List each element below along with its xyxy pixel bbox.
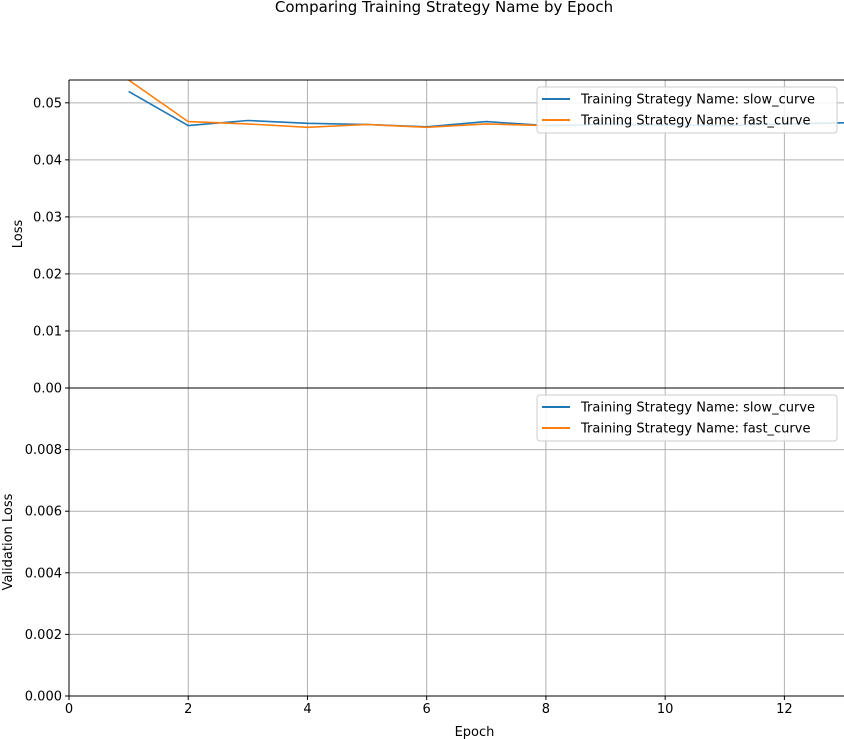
legend-box [536,86,838,134]
legend: Training Strategy Name: slow_curve Traini… [536,86,838,134]
legend-box [536,394,838,442]
x-tick-label: 2 [184,702,192,717]
y-tick-label: 0.008 [25,443,62,458]
validation-loss-panel: 0.000 0.002 0.004 0.006 0.008 0 2 4 6 8 10 12 Epoch V… [1,387,844,739]
y-tick-label: 0.04 [33,153,62,168]
y-tick-label: 0.02 [33,267,62,282]
legend: Training Strategy Name: slow_curve Traini… [536,394,838,442]
x-tick-label: 8 [542,702,550,717]
x-tick-label: 6 [423,702,431,717]
y-axis-label: Loss [11,220,26,249]
legend-label: Training Strategy Name: fast_curve [580,114,810,129]
series-line [128,80,546,129]
legend-label: Training Strategy Name: slow_curve [580,93,815,108]
y-tick-label: 0.00 [33,382,62,397]
y-tick-label: 0.03 [33,210,62,225]
y-axis-label: Validation Loss [1,493,16,590]
y-tick-label: 0.002 [25,628,62,643]
y-tick-label: 0.004 [25,566,62,581]
x-tick-label: 12 [776,702,793,717]
x-tick-label: 10 [657,702,674,717]
y-tick-label: 0.05 [33,96,62,111]
legend-label: Training Strategy Name: slow_curve [580,401,815,416]
x-tick-label: 0 [65,702,73,717]
y-tick-label: 0.006 [25,505,62,520]
y-tick-label: 0.000 [25,690,62,705]
x-tick-label: 4 [303,702,311,717]
legend-label: Training Strategy Name: fast_curve [580,422,810,437]
x-axis-label: Epoch [455,725,495,739]
y-tick-label: 0.01 [33,324,62,339]
loss-panel: 0.00 0.01 0.02 0.03 0.04 0.05 Loss Training Str… [11,79,844,397]
figure-title: Comparing Training Strategy Name by Epoc… [275,0,613,16]
